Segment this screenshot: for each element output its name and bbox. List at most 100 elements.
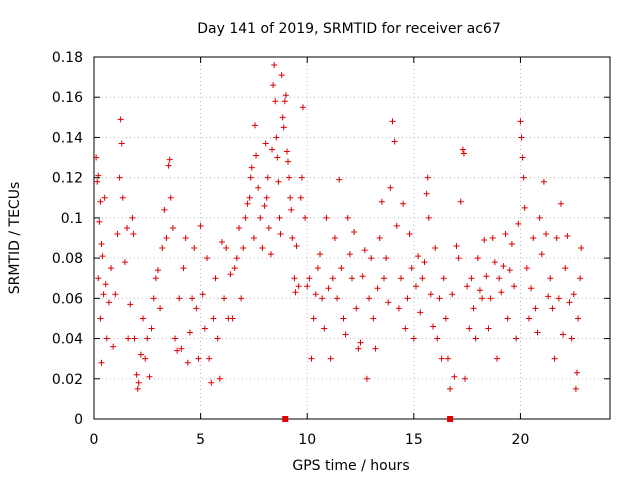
x-tick-label: 10	[298, 432, 316, 448]
data-point	[98, 241, 105, 248]
data-point	[197, 222, 204, 229]
data-point	[523, 265, 530, 272]
data-point	[137, 351, 144, 358]
data-point	[150, 295, 157, 302]
y-tick-label: 0.18	[52, 50, 83, 66]
data-point	[336, 176, 343, 183]
data-point	[174, 347, 181, 354]
data-point	[112, 291, 119, 298]
data-point	[227, 271, 234, 278]
data-point	[274, 154, 281, 161]
data-point	[483, 273, 490, 280]
data-point	[116, 174, 123, 181]
data-point	[285, 158, 292, 165]
data-point	[493, 355, 500, 362]
data-points	[93, 62, 585, 422]
data-point	[178, 345, 185, 352]
data-point	[287, 194, 294, 201]
data-point	[374, 285, 381, 292]
data-point	[346, 251, 353, 258]
data-point	[329, 275, 336, 282]
data-point	[547, 275, 554, 282]
y-tick-label: 0.02	[52, 372, 83, 388]
data-point	[425, 214, 432, 221]
data-point	[118, 140, 125, 147]
data-point	[474, 255, 481, 262]
data-point	[472, 335, 479, 342]
data-point	[264, 174, 271, 181]
data-point	[368, 255, 375, 262]
data-point	[385, 299, 392, 306]
data-point	[152, 275, 159, 282]
data-point	[545, 293, 552, 300]
baseline-marker	[447, 416, 454, 422]
grid-lines	[94, 57, 610, 419]
x-tick-label: 5	[196, 432, 205, 448]
data-point	[127, 301, 134, 308]
data-point	[432, 245, 439, 252]
data-point	[229, 315, 236, 322]
data-point	[466, 325, 473, 332]
data-point	[253, 152, 260, 159]
data-point	[167, 194, 174, 201]
data-point	[103, 335, 110, 342]
data-point	[421, 259, 428, 266]
data-point	[240, 245, 247, 252]
data-point	[378, 198, 385, 205]
data-point	[248, 164, 255, 171]
data-point	[201, 325, 208, 332]
data-point	[536, 214, 543, 221]
data-point	[140, 315, 147, 322]
data-point	[279, 114, 286, 121]
data-point	[451, 373, 458, 380]
data-point	[530, 235, 537, 241]
data-point	[415, 253, 422, 260]
data-point	[277, 230, 284, 237]
data-point	[255, 184, 262, 191]
data-point	[327, 355, 334, 362]
data-point	[566, 299, 573, 306]
data-point	[99, 253, 106, 260]
data-point	[246, 194, 253, 201]
data-point	[251, 122, 258, 129]
data-point	[263, 194, 270, 201]
data-point	[440, 275, 447, 282]
data-point	[291, 275, 298, 282]
data-point	[98, 359, 105, 366]
data-point	[570, 291, 577, 298]
data-point	[361, 247, 368, 254]
data-point	[154, 267, 161, 274]
data-point	[218, 239, 225, 246]
data-point	[534, 329, 541, 336]
data-point	[216, 375, 223, 382]
data-point	[460, 150, 467, 157]
data-point	[528, 285, 535, 292]
data-point	[376, 235, 383, 241]
data-point	[273, 134, 280, 141]
data-point	[447, 385, 454, 392]
data-point	[278, 72, 285, 79]
data-point	[314, 265, 321, 272]
data-point	[129, 214, 136, 221]
data-point	[214, 335, 221, 342]
data-point	[518, 134, 525, 141]
data-point	[538, 251, 545, 258]
data-point	[302, 214, 309, 221]
y-tick-label: 0.08	[52, 251, 83, 267]
data-point	[575, 315, 582, 322]
data-point	[525, 315, 532, 322]
data-point	[334, 295, 341, 302]
data-point	[193, 305, 200, 312]
data-point	[323, 214, 330, 221]
data-point	[238, 295, 245, 302]
data-point	[125, 335, 132, 342]
data-point	[304, 283, 311, 290]
data-point	[515, 220, 522, 227]
data-point	[540, 178, 547, 185]
data-point	[568, 335, 575, 342]
data-point	[189, 295, 196, 302]
data-point	[400, 200, 407, 207]
data-point	[462, 375, 469, 382]
data-point	[142, 355, 149, 362]
data-point	[436, 295, 443, 302]
